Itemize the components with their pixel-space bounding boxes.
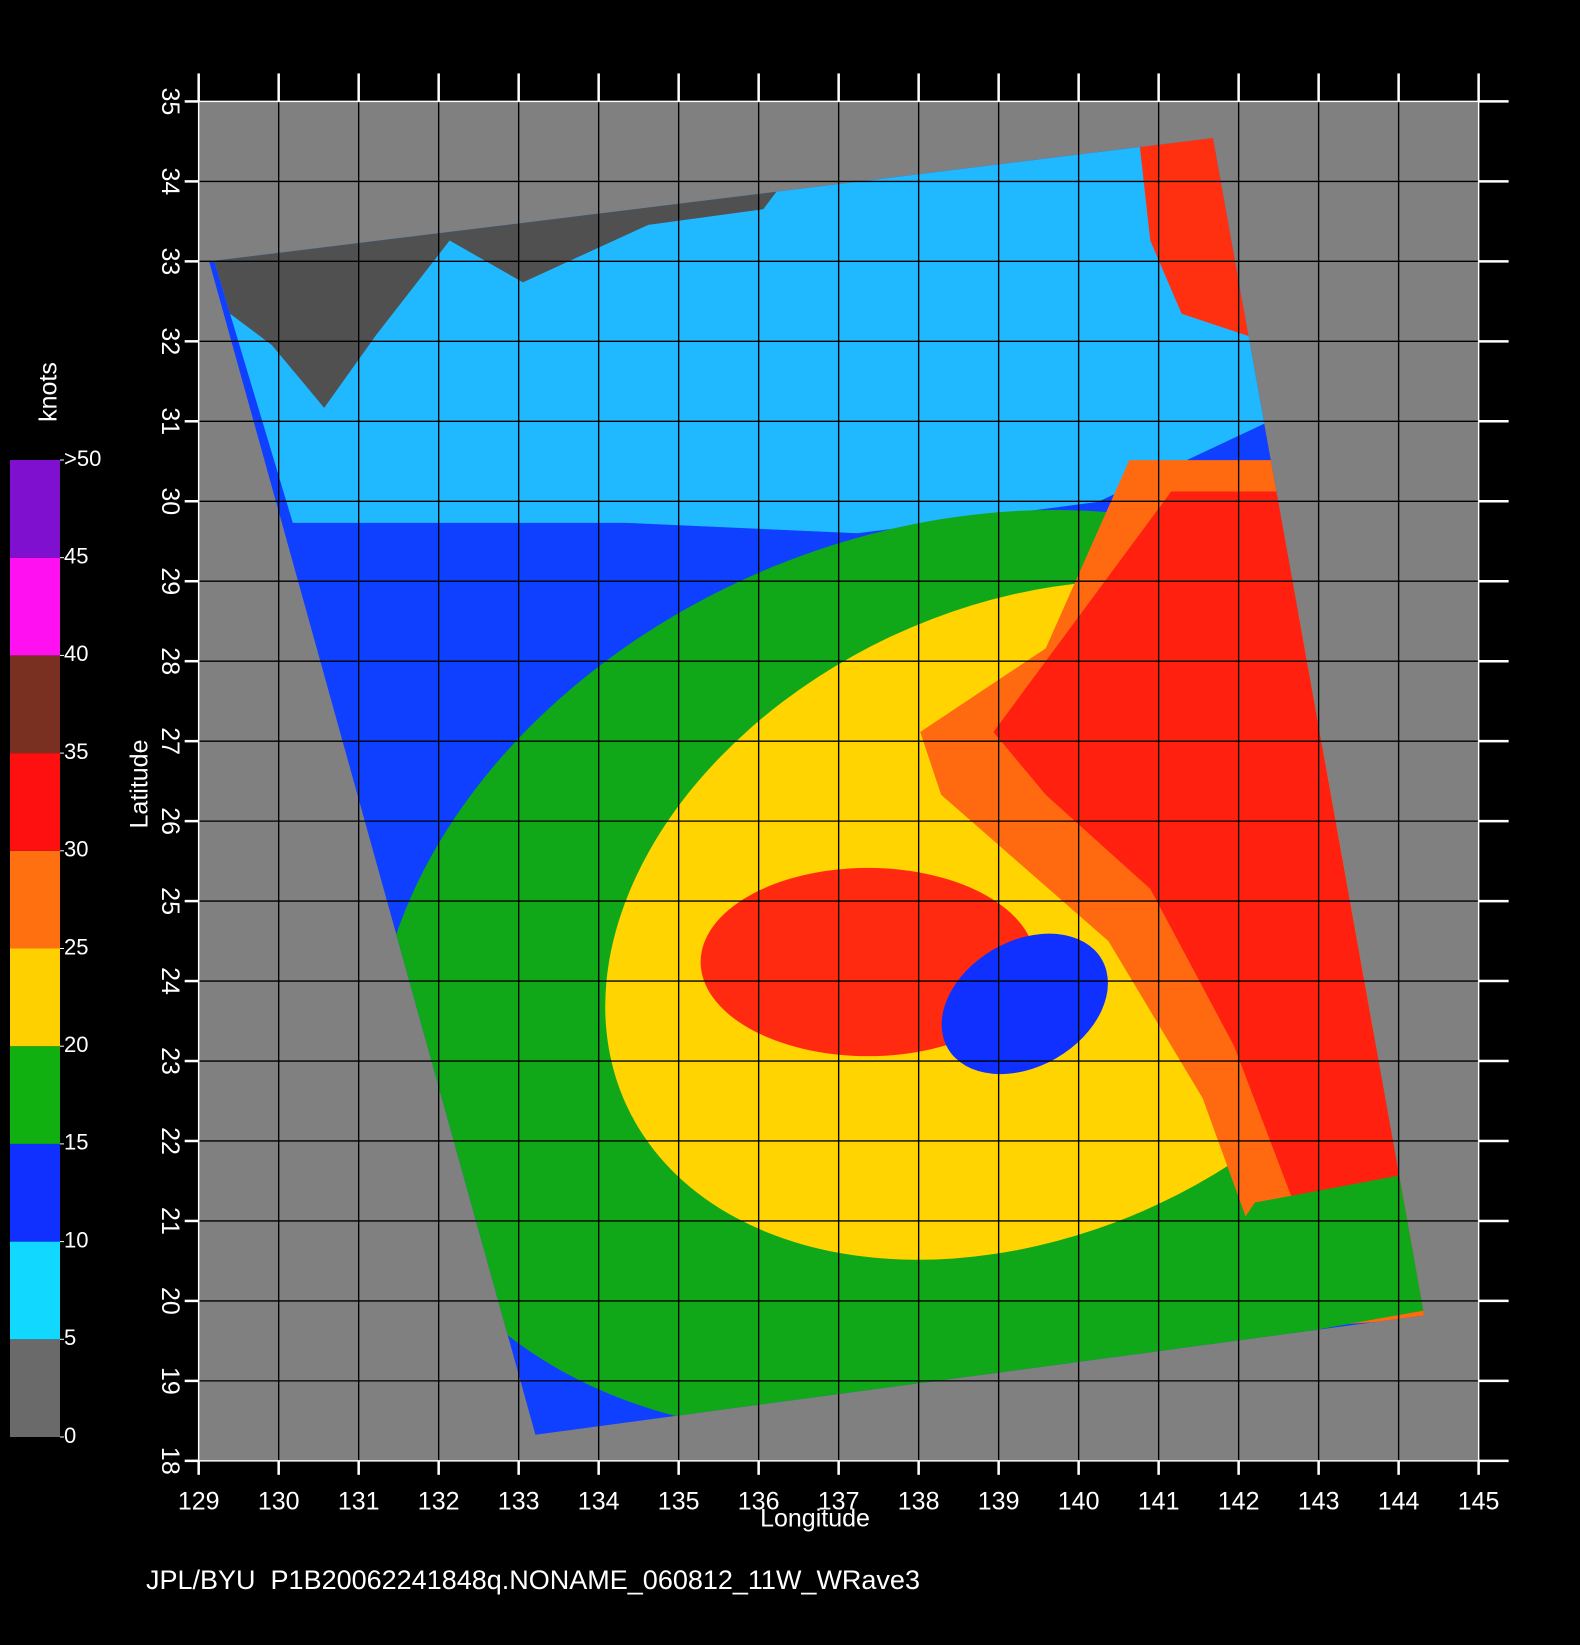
colorbar-tick-label: >50: [64, 446, 101, 471]
colorbar-segment: [10, 460, 60, 558]
x-tick-label: 133: [498, 1487, 540, 1515]
y-tick-label: 28: [156, 647, 184, 675]
y-tick-label: 29: [156, 567, 184, 595]
y-tick-label: 30: [156, 487, 184, 515]
y-tick-label: 25: [156, 887, 184, 915]
y-tick-label: 18: [156, 1447, 184, 1475]
colorbar-tick-label: 20: [64, 1032, 88, 1057]
colorbar-segment: [10, 1046, 60, 1144]
colorbar-segment: [10, 655, 60, 754]
x-tick-label: 131: [338, 1487, 380, 1515]
y-tick-label: 19: [156, 1367, 184, 1395]
y-tick-label: 31: [156, 407, 184, 435]
x-tick-label: 141: [1138, 1487, 1180, 1515]
x-axis-title: Longitude: [760, 1505, 870, 1533]
x-tick-label: 145: [1458, 1487, 1500, 1515]
colorbar-title: knots: [35, 362, 63, 422]
colorbar-segment: [10, 1143, 60, 1242]
colorbar-tick-label: 40: [64, 641, 88, 666]
y-tick-label: 24: [156, 967, 184, 995]
x-tick-label: 143: [1298, 1487, 1340, 1515]
x-tick-label: 129: [178, 1487, 220, 1515]
y-tick-label: 21: [156, 1207, 184, 1235]
x-tick-label: 142: [1218, 1487, 1260, 1515]
x-tick-label: 130: [258, 1487, 300, 1515]
y-tick-label: 34: [156, 167, 184, 195]
x-tick-label: 135: [658, 1487, 700, 1515]
colorbar-segment: [10, 948, 60, 1047]
y-tick-label: 33: [156, 247, 184, 275]
y-tick-label: 32: [156, 327, 184, 355]
colorbar-segment: [10, 753, 60, 851]
y-tick-label: 23: [156, 1047, 184, 1075]
caption: JPL/BYU P1B20062241848q.NONAME_060812_11…: [146, 1565, 920, 1595]
x-tick-label: 136: [738, 1487, 780, 1515]
colorbar-segment: [10, 1339, 60, 1437]
colorbar-segment: [10, 1241, 60, 1340]
x-tick-label: 144: [1378, 1487, 1420, 1515]
plot-frame: [197, 100, 1480, 1462]
x-tick-label: 140: [1058, 1487, 1100, 1515]
y-tick-label: 22: [156, 1127, 184, 1155]
colorbar-segment: [10, 850, 60, 949]
y-axis-title: Latitude: [126, 740, 154, 829]
y-tick-label: 26: [156, 807, 184, 835]
colorbar-segment: [10, 557, 60, 656]
x-tick-label: 139: [978, 1487, 1020, 1515]
x-tick-label: 132: [418, 1487, 460, 1515]
colorbar-tick-label: 45: [64, 544, 88, 569]
colorbar-tick-label: 10: [64, 1227, 88, 1252]
colorbar-tick-label: 35: [64, 739, 88, 764]
x-tick-label: 137: [818, 1487, 860, 1515]
colorbar-tick-label: 15: [64, 1130, 88, 1155]
colorbar-tick-label: 5: [64, 1325, 76, 1350]
y-tick-label: 35: [156, 88, 184, 116]
y-tick-label: 20: [156, 1287, 184, 1315]
wind-image: [198, 101, 1479, 1461]
colorbar-tick-label: 30: [64, 837, 88, 862]
colorbar-tick-label: 25: [64, 934, 88, 959]
x-tick-label: 134: [578, 1487, 620, 1515]
x-tick-label: 138: [898, 1487, 940, 1515]
colorbar-tick-label: 0: [64, 1423, 76, 1448]
y-tick-label: 27: [156, 727, 184, 755]
